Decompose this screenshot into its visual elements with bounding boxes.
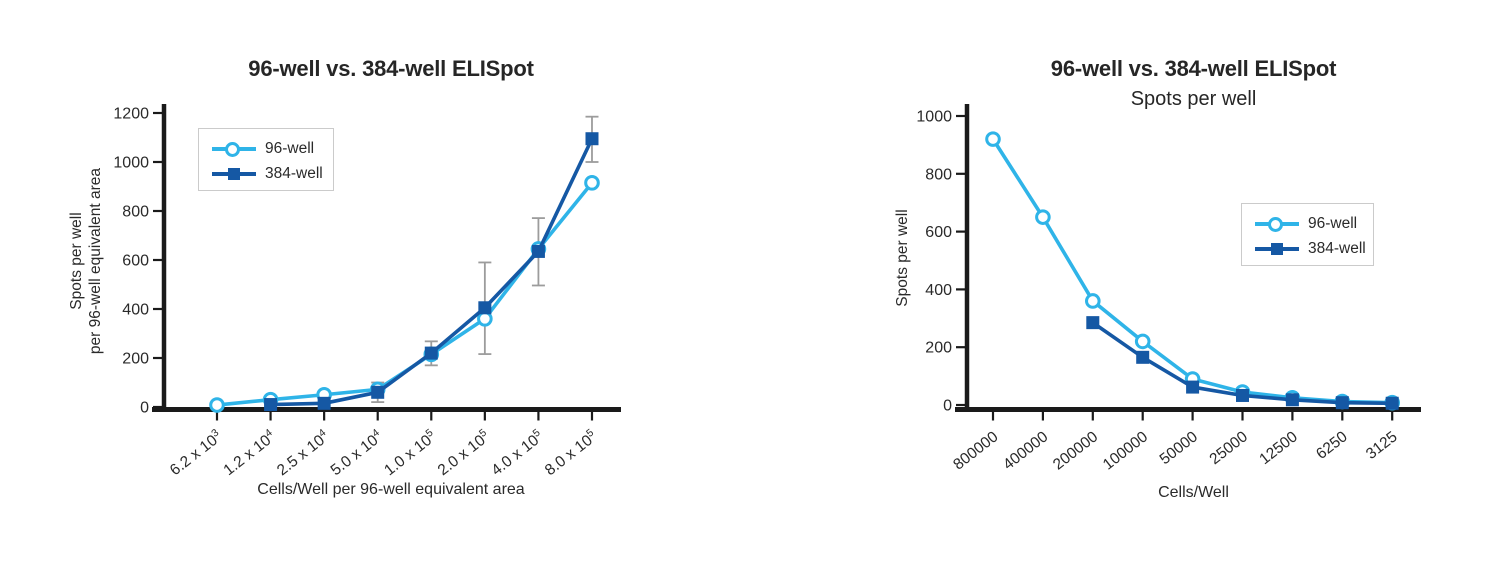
y-tick-label: 400	[122, 302, 149, 319]
x-tick-label: 1.0 x 105	[380, 427, 440, 480]
y-tick-label: 1000	[916, 109, 952, 126]
left-chart-title: 96-well vs. 384-well ELISpot	[248, 56, 534, 81]
y-tick-label: 800	[925, 166, 952, 183]
data-point-square	[264, 398, 278, 412]
legend-marker-square-icon	[228, 168, 240, 180]
data-point-circle	[985, 131, 1001, 147]
data-point-circle	[1134, 333, 1151, 350]
legend-entry-96-well: 96-well	[212, 136, 323, 161]
data-point-square	[1285, 393, 1299, 407]
x-tick-label: 4.0 x 105	[487, 427, 547, 480]
data-point-square	[1086, 316, 1100, 330]
x-tick-label: 3125	[1363, 428, 1401, 463]
data-point-square	[585, 132, 599, 146]
left-chart-x-axis-label: Cells/Well per 96-well equivalent area	[257, 481, 525, 498]
x-tick-label: 2.5 x 104	[273, 427, 333, 480]
data-point-circle	[1085, 293, 1101, 309]
x-tick-label: 2.0 x 105	[434, 427, 494, 480]
x-tick-label: 12500	[1256, 428, 1301, 468]
legend-entry-96-well: 96-well	[1255, 211, 1363, 236]
data-point-square	[1335, 396, 1349, 410]
x-tick-label: 1.2 x 104	[219, 427, 279, 480]
data-point-square	[1186, 380, 1200, 394]
legend-marker-square-icon	[1271, 243, 1283, 255]
data-point-circle	[584, 175, 600, 191]
right-chart-x-axis-label: Cells/Well	[1158, 484, 1229, 501]
data-point-square	[478, 301, 492, 315]
legend-entry-384-well: 384-well	[212, 161, 323, 186]
right-chart-legend: 96-well 384-well	[1241, 203, 1374, 266]
y-tick-label: 1000	[113, 155, 149, 172]
data-point-square	[317, 396, 331, 410]
data-point-square	[371, 385, 385, 399]
data-point-square	[1136, 350, 1150, 364]
legend-sample-circle-icon	[212, 141, 256, 157]
y-tick-label: 400	[925, 282, 952, 299]
y-tick-label: 0	[140, 400, 149, 417]
legend-sample-circle-icon	[1255, 216, 1299, 232]
legend-label: 96-well	[1308, 214, 1358, 232]
right-chart-subtitle: Spots per well	[1130, 88, 1257, 110]
y-tick-label: 200	[925, 340, 952, 357]
y-tick-label: 800	[122, 204, 149, 221]
right-chart-plot: 0 200 400 600 800 1000 80000040000020000010000…	[916, 104, 1421, 474]
data-point-square	[424, 346, 438, 360]
x-tick-label: 50000	[1157, 428, 1202, 468]
x-tick-label: 400000	[1000, 428, 1052, 473]
legend-label: 96-well	[265, 139, 315, 157]
left-y-label-line2: per 96-well equivalent area	[87, 167, 104, 355]
x-tick-label: 25000	[1207, 428, 1252, 468]
legend-label: 384-well	[265, 164, 323, 182]
x-tick-label: 8.0 x 105	[541, 427, 601, 480]
left-y-label-line1: Spots per well	[68, 212, 85, 310]
data-point-circle	[477, 311, 493, 327]
right-y-label-line1: Spots per well	[894, 209, 911, 307]
y-tick-label: 200	[122, 351, 149, 368]
y-tick-label: 1200	[113, 106, 149, 123]
right-chart-y-axis-label: Spots per well	[893, 108, 913, 408]
data-point-square	[1236, 388, 1249, 402]
x-tick-label: 100000	[1100, 428, 1152, 473]
x-tick-label: 6250	[1313, 428, 1351, 463]
x-tick-label: 6.2 x 103	[166, 427, 226, 480]
data-point-square	[1385, 396, 1399, 410]
data-point-circle	[209, 397, 225, 413]
legend-sample-square-icon	[1255, 241, 1299, 257]
legend-entry-384-well: 384-well	[1255, 236, 1366, 261]
y-tick-label: 600	[925, 224, 952, 241]
legend-marker-circle-icon	[225, 141, 240, 157]
series-line-96-well	[991, 137, 1394, 405]
y-tick-label: 0	[943, 398, 952, 415]
data-point-square	[531, 244, 545, 258]
x-tick-label: 800000	[950, 428, 1002, 473]
y-tick-label: 600	[122, 253, 149, 270]
x-tick-label: 5.0 x 104	[326, 427, 386, 480]
legend-label: 384-well	[1308, 239, 1366, 257]
left-chart-legend: 96-well 384-well	[198, 128, 334, 191]
legend-sample-square-icon	[212, 166, 256, 182]
left-chart-y-axis-label: Spots per well per 96-well equivalent ar…	[67, 61, 107, 461]
legend-marker-circle-icon	[1268, 216, 1283, 232]
right-chart-title: 96-well vs. 384-well ELISpot	[1050, 56, 1337, 81]
data-point-circle	[1035, 209, 1051, 225]
x-tick-label: 200000	[1050, 428, 1102, 473]
